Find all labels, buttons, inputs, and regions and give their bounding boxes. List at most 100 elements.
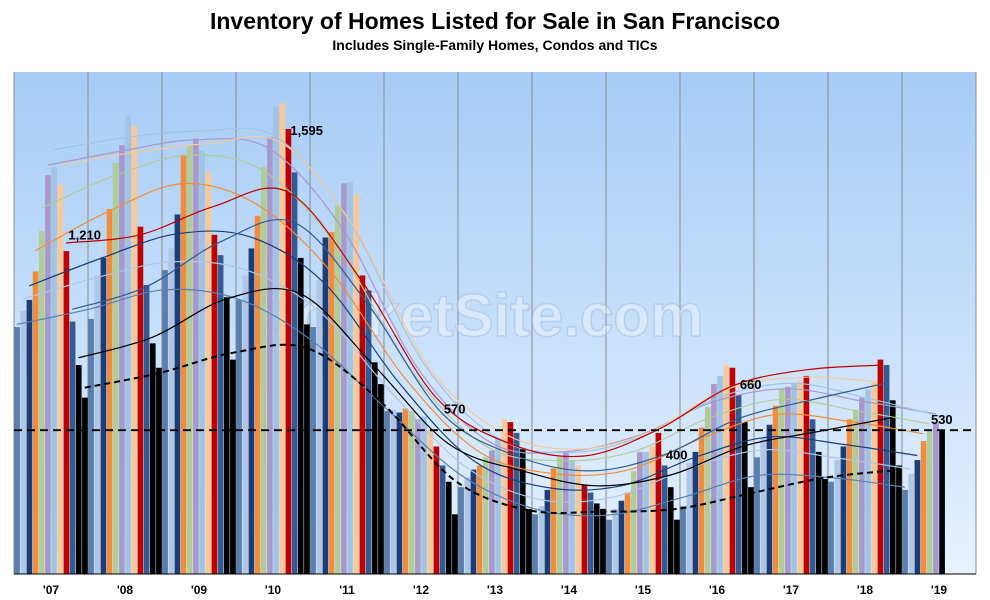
bar: [476, 465, 483, 574]
trend-line: [16, 288, 905, 517]
bar: [735, 394, 742, 574]
bar: [674, 519, 680, 574]
trend-line: [66, 187, 881, 458]
bar: [809, 419, 816, 574]
bar: [828, 481, 834, 574]
bar: [82, 397, 88, 574]
bar: [347, 181, 353, 575]
trend-line: [35, 182, 924, 477]
bar: [131, 126, 138, 575]
bar: [445, 481, 452, 574]
bar: [100, 257, 107, 574]
bar: [680, 506, 686, 574]
bar: [26, 299, 33, 574]
bar: [470, 469, 477, 574]
bar: [156, 367, 162, 574]
bar: [112, 162, 119, 574]
bar: [45, 175, 51, 574]
bar: [778, 389, 785, 574]
trend-line: [47, 137, 936, 454]
bar: [482, 457, 489, 574]
bar: [667, 487, 674, 574]
bar: [593, 503, 600, 574]
bar: [285, 128, 292, 575]
bar: [236, 299, 242, 574]
bar: [32, 271, 39, 574]
bar: [606, 519, 612, 574]
trend-line: [41, 154, 930, 462]
bar: [748, 487, 754, 574]
bar: [439, 465, 446, 574]
bar: [803, 375, 810, 574]
bar: [822, 479, 828, 574]
bar: [575, 465, 582, 574]
x-tick-label: '10: [265, 583, 282, 597]
bar: [791, 384, 797, 574]
bar: [174, 214, 181, 574]
data-label: 1,210: [68, 228, 101, 243]
bar: [889, 400, 896, 574]
bar: [637, 451, 643, 574]
trend-line: [72, 218, 887, 472]
bar: [205, 172, 212, 574]
bar: [223, 297, 230, 574]
bar: [193, 138, 199, 574]
bar: [883, 365, 890, 574]
x-tick-label: '18: [857, 583, 874, 597]
bar: [939, 430, 945, 574]
bar: [723, 365, 730, 574]
bar: [230, 359, 236, 574]
bar: [94, 275, 101, 574]
bar: [908, 473, 915, 574]
bar: [322, 237, 329, 574]
bar: [334, 204, 341, 574]
trend-line: [28, 230, 918, 491]
bar: [267, 137, 273, 574]
bar: [655, 432, 662, 574]
bar: [698, 427, 705, 574]
bar: [914, 460, 921, 574]
bar: [180, 154, 187, 575]
bar: [741, 422, 748, 574]
x-tick-label: '12: [413, 583, 430, 597]
bar: [760, 438, 767, 574]
bar: [846, 419, 853, 574]
trend-line: [84, 343, 899, 514]
bar: [38, 230, 45, 574]
bar: [785, 386, 791, 574]
bar: [75, 365, 82, 574]
x-tick-label: '08: [117, 583, 134, 597]
bar: [427, 430, 434, 574]
data-label: 570: [444, 401, 466, 416]
x-tick-label: '09: [191, 583, 208, 597]
bar: [501, 419, 508, 574]
bar: [859, 397, 865, 574]
bar: [526, 508, 532, 574]
data-label: 530: [931, 412, 953, 427]
x-tick-label: '15: [635, 583, 652, 597]
bar: [63, 251, 70, 574]
bar: [754, 457, 760, 574]
bar: [877, 359, 884, 574]
bar: [630, 470, 637, 574]
bar: [871, 381, 878, 574]
bar: [464, 477, 471, 574]
x-tick-label: '14: [561, 583, 578, 597]
data-label: 660: [740, 377, 762, 392]
bar: [711, 384, 717, 574]
bar: [587, 492, 594, 574]
bar: [402, 408, 409, 574]
trend-line: [53, 127, 942, 454]
x-tick-label: '11: [339, 583, 355, 597]
x-tick-label: '17: [783, 583, 800, 597]
bar: [254, 215, 261, 574]
bar: [359, 275, 366, 574]
bar: [14, 327, 20, 574]
bar: [532, 514, 538, 574]
bar: [279, 103, 286, 574]
bar: [556, 457, 563, 574]
bar: [310, 327, 316, 574]
bar: [550, 468, 557, 574]
bar: [920, 441, 927, 574]
bar: [273, 107, 279, 575]
